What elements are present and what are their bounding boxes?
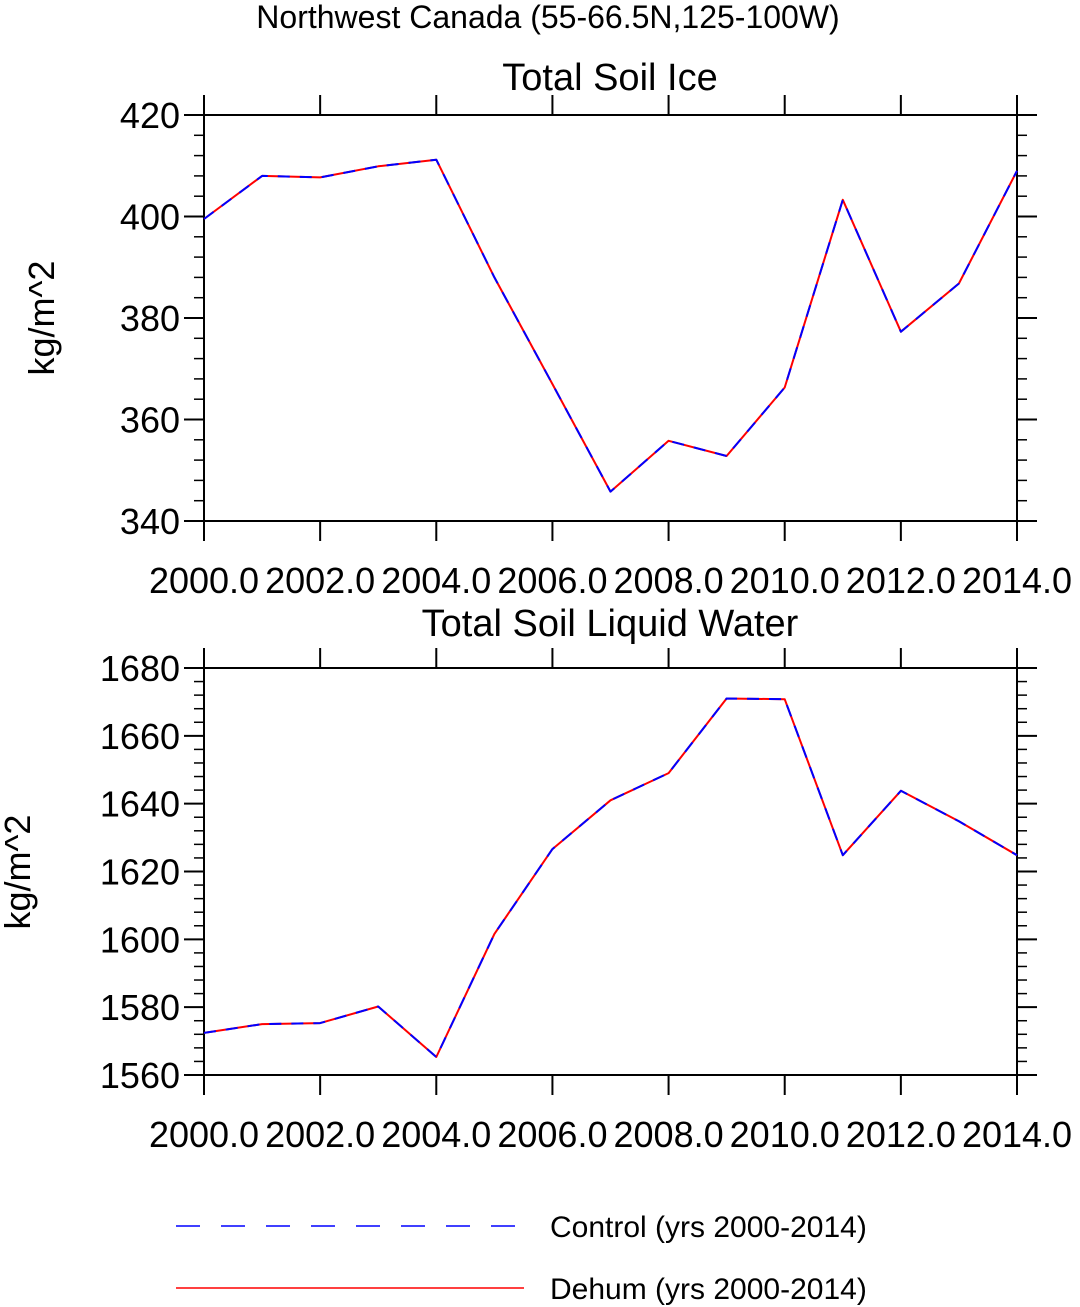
series-line-control [203,158,1018,493]
x-tick-label: 2010.0 [730,560,840,601]
x-tick-label: 2006.0 [497,1114,607,1155]
x-tick-label: 2002.0 [265,1114,375,1155]
y-axis-label: kg/m^2 [0,815,38,930]
y-tick-label: 360 [120,400,180,441]
series-line-dehum [203,158,1018,493]
y-tick-label: 420 [120,95,180,136]
x-tick-label: 2002.0 [265,560,375,601]
x-tick-label: 2006.0 [497,560,607,601]
x-tick-label: 2012.0 [846,560,956,601]
plot-frame [203,667,1018,1076]
x-tick-label: 2014.0 [962,560,1072,601]
x-tick-label: 2012.0 [846,1114,956,1155]
legend: Control (yrs 2000-2014) Dehum (yrs 2000-… [176,1211,867,1306]
x-tick-label: 2014.0 [962,1114,1072,1155]
series-line-dehum [203,697,1018,1058]
y-tick-label: 380 [120,298,180,339]
legend-label-control: Control (yrs 2000-2014) [550,1211,867,1244]
x-tick-label: 2008.0 [614,560,724,601]
y-tick-label: 340 [120,501,180,542]
y-tick-label: 1580 [100,987,180,1028]
y-tick-label: 400 [120,197,180,238]
y-tick-label: 1560 [100,1055,180,1096]
legend-label-dehum: Dehum (yrs 2000-2014) [550,1273,867,1306]
x-tick-label: 2004.0 [381,1114,491,1155]
y-tick-label: 1680 [100,648,180,689]
figure-title: Northwest Canada (55-66.5N,125-100W) [256,0,839,35]
y-tick-label: 1660 [100,716,180,757]
chart-panel-soil-ice: Total Soil Ice kg/m^2 2000.0 2002.0 2004.0… [21,57,1072,601]
chart-title: Total Soil Ice [502,57,717,99]
chart-panel-soil-liquid-water: Total Soil Liquid Water kg/m^2 2000.0 200… [0,603,1072,1155]
x-tick-label: 2010.0 [730,1114,840,1155]
y-tick-label: 1600 [100,919,180,960]
y-tick-label: 1640 [100,784,180,825]
x-tick-label: 2008.0 [614,1114,724,1155]
series-line-control [203,697,1018,1058]
chart-title: Total Soil Liquid Water [422,603,799,645]
y-axis-label: kg/m^2 [21,261,62,376]
x-tick-label: 2004.0 [381,560,491,601]
y-tick-label: 1620 [100,852,180,893]
x-tick-label: 2000.0 [149,560,259,601]
x-tick-label: 2000.0 [149,1114,259,1155]
